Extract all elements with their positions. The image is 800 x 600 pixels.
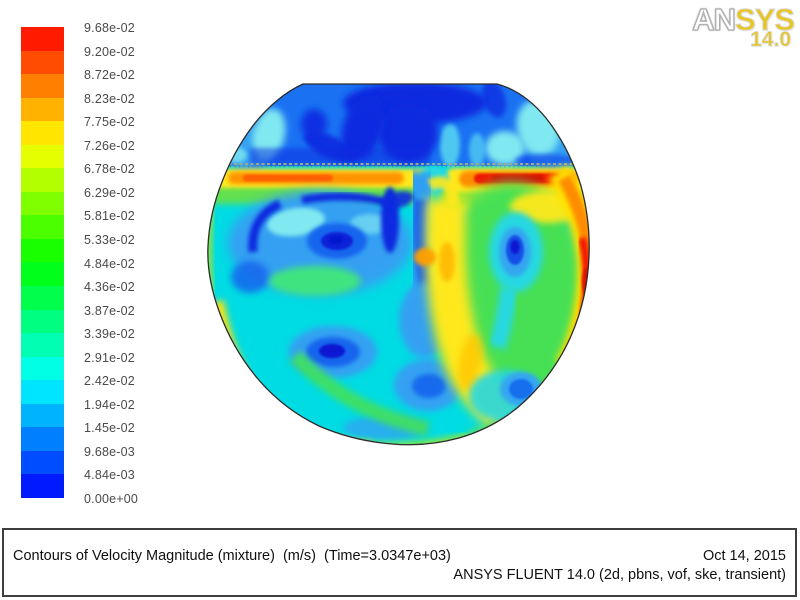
ansys-logo-text: ANSYS <box>674 2 796 37</box>
ansys-logo-sys: SYS <box>734 2 795 37</box>
legend-tick-label: 9.68e-02 <box>84 21 135 35</box>
colorbar-band <box>21 286 64 310</box>
colorbar-band <box>21 262 64 287</box>
legend-tick-label: 4.84e-03 <box>84 468 135 483</box>
contour-field <box>207 84 590 445</box>
colorbar-band <box>21 144 64 169</box>
legend-tick-label: 8.23e-02 <box>84 91 135 106</box>
legend-tick-label: 7.75e-02 <box>84 115 135 130</box>
plot-date: Oct 14, 2015 <box>702 548 786 564</box>
color-scale-legend: 9.68e-02 9.20e-02 8.72e-02 8.23e-02 7.75e-02… <box>20 21 190 526</box>
legend-tick-label: 9.68e-03 <box>84 444 135 459</box>
legend-tick-label: 9.20e-02 <box>84 44 135 59</box>
legend-tick-labels: 9.68e-02 9.20e-02 8.72e-02 8.23e-02 7.75e-02… <box>84 21 174 526</box>
legend-tick-label: 8.72e-02 <box>84 68 135 83</box>
ansys-logo: ANSYS 14.0 <box>674 2 796 51</box>
colorbar-band <box>21 333 64 357</box>
domain-outline <box>207 83 590 446</box>
colorbar-band <box>21 191 64 216</box>
solver-info: ANSYS FLUENT 14.0 (2d, pbns, vof, ske, t… <box>453 567 786 583</box>
colorbar <box>21 27 64 498</box>
plot-title: Contours of Velocity Magnitude (mixture)… <box>13 548 451 564</box>
legend-tick-label: 4.84e-02 <box>84 256 135 271</box>
legend-tick-label: 7.26e-02 <box>84 138 135 153</box>
colorbar-band <box>21 168 64 192</box>
ansys-logo-an: AN <box>692 2 737 37</box>
legend-tick-label: 3.39e-02 <box>84 327 135 342</box>
colorbar-band <box>21 380 64 404</box>
legend-tick-label: 1.45e-02 <box>84 421 135 436</box>
legend-tick-label: 5.81e-02 <box>84 209 135 224</box>
legend-tick-label: 0.00e+00 <box>84 492 139 506</box>
colorbar-band <box>21 74 64 98</box>
caption-bar: Contours of Velocity Magnitude (mixture)… <box>2 528 797 597</box>
colorbar-band <box>21 121 64 145</box>
colorbar-band <box>21 50 64 75</box>
colorbar-band <box>21 27 64 51</box>
colorbar-band <box>21 309 64 334</box>
legend-tick-label: 4.36e-02 <box>84 280 135 295</box>
colorbar-band <box>21 403 64 428</box>
ansys-logo-version: 14.0 <box>750 28 792 51</box>
colorbar-band <box>21 356 64 381</box>
colorbar-band <box>21 238 64 263</box>
legend-tick-label: 6.29e-02 <box>84 185 135 200</box>
legend-tick-label: 1.94e-02 <box>84 397 135 412</box>
colorbar-band <box>21 450 64 475</box>
legend-tick-label: 5.33e-02 <box>84 232 135 247</box>
colorbar-band <box>21 215 64 239</box>
colorbar-band <box>21 97 64 122</box>
legend-tick-label: 2.91e-02 <box>84 350 135 365</box>
legend-tick-label: 6.78e-02 <box>84 162 135 177</box>
colorbar-band <box>21 427 64 451</box>
colorbar-band <box>21 474 64 498</box>
legend-tick-label: 3.87e-02 <box>84 303 135 318</box>
legend-tick-label: 2.42e-02 <box>84 374 135 389</box>
